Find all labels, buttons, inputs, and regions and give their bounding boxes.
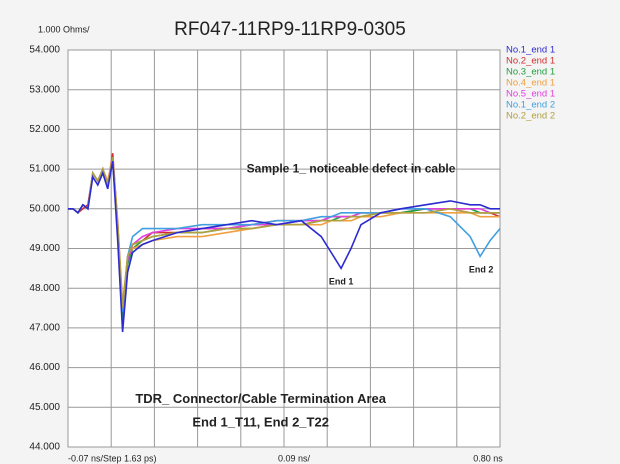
y-tick-label: 47.000 — [29, 323, 60, 334]
annotation: Sample 1_ noticeable defect in cable — [247, 161, 456, 175]
y-tick-label: 53.000 — [29, 84, 60, 95]
legend-entry: No.1_end 1 — [506, 45, 555, 56]
legend-entry: No.3_end 1 — [506, 67, 555, 78]
y-tick-label: 48.000 — [29, 283, 60, 294]
y-unit-label: 1.000 Ohms/ — [38, 24, 90, 34]
y-tick-label: 44.000 — [29, 442, 60, 453]
y-tick-label: 54.000 — [29, 45, 60, 56]
y-tick-label: 52.000 — [29, 124, 60, 135]
chart-title: RF047-11RP9-11RP9-0305 — [174, 19, 406, 40]
series-line — [68, 161, 500, 332]
x-axis-label: -0.07 ns/Step 1.63 ps) — [68, 453, 157, 463]
y-tick-label: 49.000 — [29, 243, 60, 254]
annotation: End 1 — [329, 277, 354, 287]
y-tick-label: 50.000 — [29, 203, 60, 214]
legend-entry: No.5_end 1 — [506, 89, 555, 100]
legend-entry: No.2_end 2 — [506, 111, 555, 122]
legend-entry: No.2_end 1 — [506, 56, 555, 67]
y-tick-label: 45.000 — [29, 402, 60, 413]
legend-entry: No.1_end 2 — [506, 100, 555, 111]
x-axis-label: 0.80 ns — [473, 453, 503, 463]
y-tick-label: 51.000 — [29, 164, 60, 175]
x-axis-label: 0.09 ns/ — [278, 453, 311, 463]
annotation: TDR_ Connector/Cable Termination Area — [135, 391, 386, 406]
legend-entry: No.4_end 1 — [506, 78, 555, 89]
y-tick-label: 46.000 — [29, 362, 60, 373]
series-line — [68, 157, 500, 309]
annotation: End 1_T11, End 2_T22 — [192, 415, 329, 430]
annotation: End 2 — [469, 265, 494, 275]
